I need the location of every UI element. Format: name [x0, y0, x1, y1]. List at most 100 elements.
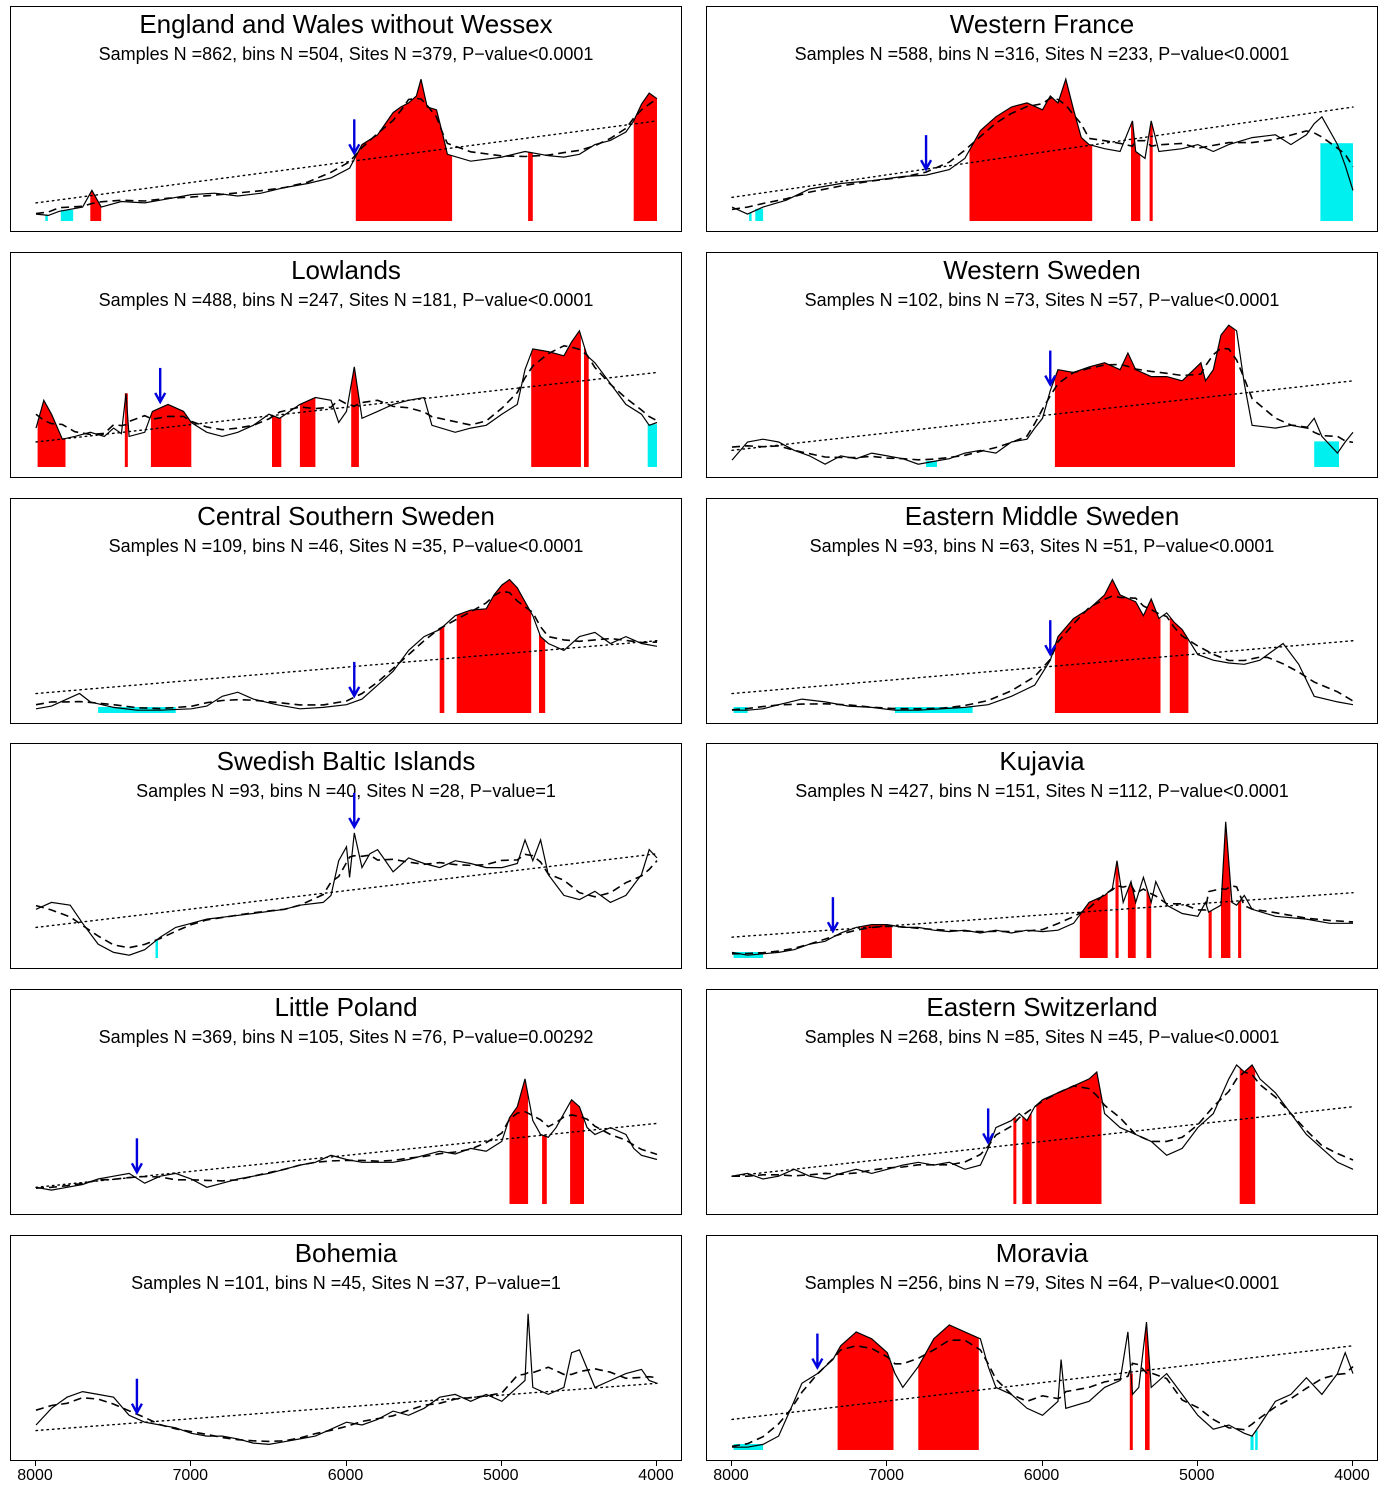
- data-line: [35, 79, 658, 217]
- x-axis: 8000 7000 6000 5000 4000: [10, 1461, 682, 1485]
- above-area: [1169, 616, 1189, 713]
- above-area: [539, 632, 546, 713]
- arrow-down-icon: [1044, 620, 1057, 657]
- trend-line: [35, 853, 658, 929]
- above-area: [837, 1331, 894, 1450]
- above-area: [90, 190, 102, 221]
- plot-area: [35, 1313, 658, 1446]
- data-line: [731, 821, 1353, 956]
- trend-line: [731, 380, 1354, 452]
- x-tick: [345, 1461, 347, 1466]
- chart-subtitle: Samples N =101, bins N =45, Sites N =37,…: [131, 1273, 561, 1293]
- trend-line: [35, 120, 658, 204]
- x-tick: [35, 1461, 36, 1466]
- above-area: [918, 1324, 979, 1450]
- chart-title: England and Wales without Wessex: [139, 9, 553, 39]
- arrow-down-icon: [348, 119, 361, 156]
- above-area: [969, 79, 1093, 221]
- trend-line: [731, 891, 1354, 938]
- above-area: [1208, 910, 1212, 958]
- data-line: [732, 578, 1354, 711]
- smoothed-line: [35, 1366, 658, 1443]
- smoothed-line: [731, 97, 1354, 211]
- arrow-down-icon: [920, 135, 933, 172]
- chart-title: Moravia: [995, 1238, 1089, 1268]
- smoothed-line: [35, 344, 658, 436]
- above-area: [1013, 1117, 1017, 1204]
- plot-area: [731, 1322, 1354, 1450]
- arrow-down-icon: [826, 897, 839, 934]
- chart-title: Western Sweden: [943, 255, 1141, 285]
- chart-panel: Central Southern Sweden Samples N =109, b…: [10, 498, 682, 724]
- data-line: [35, 578, 658, 711]
- chart-subtitle: Samples N =93, bins N =40, Sites N =28, …: [136, 781, 556, 801]
- chart-subtitle: Samples N =369, bins N =105, Sites N =76…: [98, 1027, 594, 1047]
- x-axis: 8000 7000 6000 5000 4000: [706, 1461, 1378, 1485]
- below-area: [1250, 1436, 1254, 1450]
- below-area: [155, 940, 158, 958]
- above-area: [542, 1135, 547, 1204]
- chart-title: Eastern Middle Sweden: [904, 501, 1180, 531]
- above-area: [584, 345, 589, 467]
- arrow-down-icon: [130, 1138, 143, 1175]
- arrow-down-icon: [348, 661, 361, 699]
- below-area: [1314, 441, 1339, 467]
- arrow-down-icon: [130, 1378, 143, 1416]
- chart-panel: Lowlands Samples N =488, bins N =247, Sit…: [10, 252, 682, 478]
- x-tick-label: 8000: [713, 1467, 749, 1484]
- x-tick: [731, 1461, 732, 1466]
- above-area: [1239, 1065, 1256, 1204]
- below-area: [749, 213, 752, 221]
- chart-subtitle: Samples N =862, bins N =504, Sites N =37…: [98, 44, 594, 64]
- smoothed-line: [731, 883, 1354, 955]
- chart-subtitle: Samples N =256, bins N =79, Sites N =64,…: [804, 1273, 1280, 1293]
- x-tick-label: 6000: [1023, 1467, 1060, 1484]
- below-area: [1320, 143, 1353, 221]
- smoothed-line: [731, 347, 1354, 461]
- x-tick-label: 4000: [638, 1467, 674, 1484]
- trend-line: [731, 1345, 1354, 1421]
- chart-panel: Little Poland Samples N =369, bins N =105…: [10, 989, 682, 1215]
- x-tick: [886, 1461, 888, 1466]
- chart-panel: Western Sweden Samples N =102, bins N =73…: [706, 252, 1378, 478]
- smoothed-line: [35, 97, 658, 215]
- smoothed-line: [731, 1339, 1354, 1448]
- x-tick-label: 6000: [327, 1467, 364, 1484]
- above-area: [1022, 1112, 1032, 1204]
- x-tick: [1041, 1461, 1043, 1466]
- data-line: [35, 329, 658, 440]
- above-area: [439, 625, 445, 713]
- trend-line: [731, 640, 1354, 695]
- x-tick: [1352, 1461, 1353, 1466]
- data-line: [731, 324, 1354, 465]
- chart-title: Kujavia: [999, 746, 1085, 776]
- arrow-down-icon: [982, 1108, 995, 1145]
- chart-subtitle: Samples N =588, bins N =316, Sites N =23…: [794, 44, 1290, 64]
- x-tick: [1196, 1461, 1198, 1466]
- chart-panel: Western France Samples N =588, bins N =31…: [706, 6, 1378, 232]
- chart-subtitle: Samples N =427, bins N =151, Sites N =11…: [795, 781, 1289, 801]
- chart-panel: Bohemia Samples N =101, bins N =45, Sites…: [10, 1235, 682, 1461]
- data-line: [731, 77, 1354, 215]
- smoothed-line: [35, 1110, 658, 1189]
- above-area: [1238, 899, 1242, 958]
- below-area: [60, 209, 74, 221]
- above-area: [150, 404, 192, 467]
- data-line: [35, 832, 658, 956]
- above-area: [355, 79, 453, 221]
- plot-area: [35, 329, 658, 467]
- above-area: [1036, 1072, 1102, 1204]
- above-area: [570, 1099, 584, 1204]
- below-area: [45, 215, 48, 221]
- data-line: [35, 1078, 658, 1191]
- chart-title: Bohemia: [294, 1238, 398, 1268]
- x-tick: [500, 1461, 502, 1466]
- chart-title: Little Poland: [274, 992, 418, 1022]
- chart-panel: Eastern Switzerland Samples N =268, bins …: [706, 989, 1378, 1215]
- plot-area: [35, 79, 658, 221]
- chart-subtitle: Samples N =268, bins N =85, Sites N =45,…: [804, 1027, 1280, 1047]
- above-area: [1054, 579, 1161, 713]
- chart-panel: Eastern Middle Sweden Samples N =93, bins…: [706, 498, 1378, 724]
- plot-area: [731, 1064, 1354, 1204]
